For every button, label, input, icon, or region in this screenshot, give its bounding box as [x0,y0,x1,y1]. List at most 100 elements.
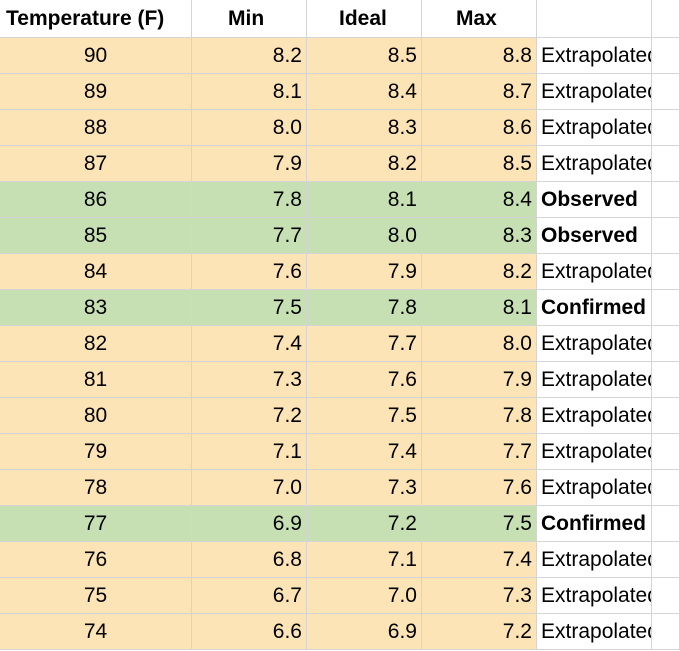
value-cell: 7.7 [307,326,422,362]
value-cell: 80 [0,398,192,434]
value-cell: 6.7 [192,578,307,614]
value-cell: 7.3 [307,470,422,506]
status-cell: Extrapolated [537,434,652,470]
value-cell: 7.8 [307,290,422,326]
header-cell: Ideal [307,0,422,38]
value-cell: 6.6 [192,614,307,650]
value-cell: 8.2 [422,254,537,290]
value-cell: 85 [0,218,192,254]
value-cell: 8.0 [422,326,537,362]
value-cell: 7.2 [192,398,307,434]
status-cell: Extrapolated [537,110,652,146]
value-cell: 7.2 [307,506,422,542]
value-cell: 89 [0,74,192,110]
status-cell: Observed [537,182,652,218]
empty-cell [652,38,680,74]
status-cell: Extrapolated [537,542,652,578]
value-cell: 7.9 [307,254,422,290]
header-cell: Min [192,0,307,38]
value-cell: 7.0 [307,578,422,614]
value-cell: 7.0 [192,470,307,506]
value-cell: 7.5 [307,398,422,434]
value-cell: 7.2 [422,614,537,650]
value-cell: 8.5 [307,38,422,74]
value-cell: 8.0 [192,110,307,146]
value-cell: 74 [0,614,192,650]
value-cell: 79 [0,434,192,470]
value-cell: 7.1 [192,434,307,470]
value-cell: 8.7 [422,74,537,110]
empty-cell [652,542,680,578]
empty-cell [652,614,680,650]
empty-cell [652,218,680,254]
header-cell: Max [422,0,537,38]
value-cell: 7.8 [192,182,307,218]
value-cell: 7.7 [192,218,307,254]
value-cell: 8.2 [307,146,422,182]
value-cell: 8.8 [422,38,537,74]
value-cell: 87 [0,146,192,182]
value-cell: 7.4 [422,542,537,578]
empty-cell [652,470,680,506]
empty-cell [652,74,680,110]
empty-cell [652,398,680,434]
empty-cell [652,290,680,326]
value-cell: 90 [0,38,192,74]
value-cell: 7.3 [422,578,537,614]
value-cell: 83 [0,290,192,326]
value-cell: 7.9 [192,146,307,182]
header-cell [652,0,680,38]
value-cell: 8.1 [422,290,537,326]
value-cell: 8.1 [192,74,307,110]
status-cell: Observed [537,218,652,254]
value-cell: 8.5 [422,146,537,182]
value-cell: 78 [0,470,192,506]
empty-cell [652,146,680,182]
header-cell [537,0,652,38]
status-cell: Extrapolated [537,254,652,290]
value-cell: 86 [0,182,192,218]
value-cell: 8.4 [422,182,537,218]
value-cell: 76 [0,542,192,578]
value-cell: 6.9 [192,506,307,542]
empty-cell [652,182,680,218]
status-cell: Extrapolated [537,362,652,398]
value-cell: 7.9 [422,362,537,398]
status-cell: Extrapolated [537,326,652,362]
value-cell: 7.6 [192,254,307,290]
value-cell: 8.1 [307,182,422,218]
status-cell: Extrapolated [537,38,652,74]
empty-cell [652,578,680,614]
value-cell: 7.7 [422,434,537,470]
value-cell: 8.3 [307,110,422,146]
value-cell: 8.6 [422,110,537,146]
empty-cell [652,362,680,398]
status-cell: Extrapolated [537,470,652,506]
value-cell: 84 [0,254,192,290]
value-cell: 6.9 [307,614,422,650]
empty-cell [652,326,680,362]
empty-cell [652,110,680,146]
value-cell: 88 [0,110,192,146]
value-cell: 7.5 [422,506,537,542]
value-cell: 7.6 [307,362,422,398]
value-cell: 77 [0,506,192,542]
value-cell: 7.4 [192,326,307,362]
value-cell: 7.5 [192,290,307,326]
value-cell: 82 [0,326,192,362]
status-cell: Extrapolated [537,146,652,182]
status-cell: Extrapolated [537,578,652,614]
value-cell: 7.6 [422,470,537,506]
value-cell: 7.8 [422,398,537,434]
status-cell: Extrapolated [537,74,652,110]
empty-cell [652,254,680,290]
status-cell: Extrapolated [537,398,652,434]
value-cell: 75 [0,578,192,614]
value-cell: 7.1 [307,542,422,578]
value-cell: 8.3 [422,218,537,254]
empty-cell [652,506,680,542]
status-cell: Confirmed [537,290,652,326]
value-cell: 6.8 [192,542,307,578]
value-cell: 8.2 [192,38,307,74]
